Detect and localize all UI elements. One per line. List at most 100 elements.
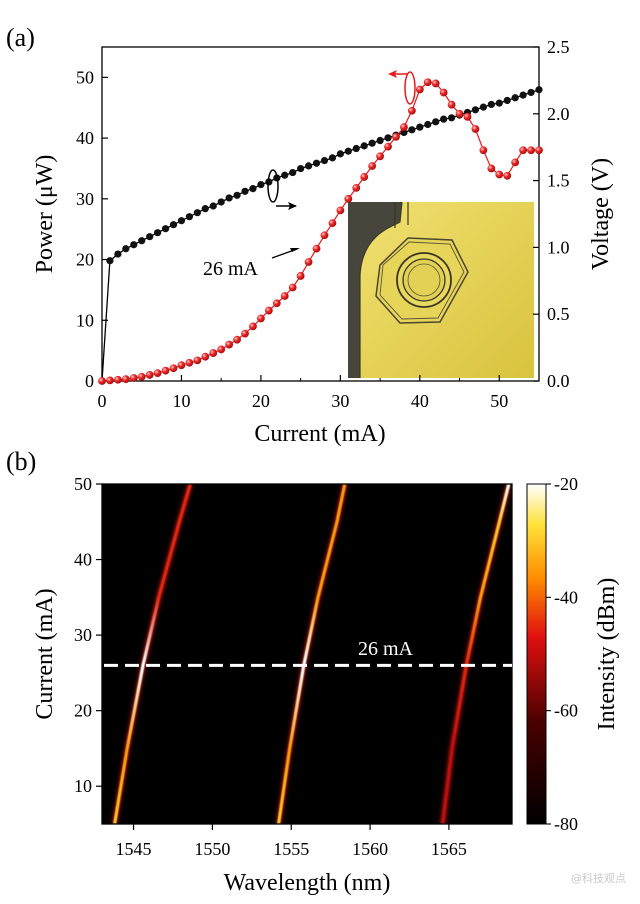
power-point [336, 206, 345, 215]
power-point [98, 377, 106, 385]
power-point [145, 371, 154, 379]
power-point [257, 314, 265, 323]
voltage-point [106, 257, 114, 265]
voltage-point [177, 217, 186, 225]
voltage-point [527, 88, 535, 97]
power-point [431, 79, 440, 88]
panel-a-frame [101, 46, 540, 382]
voltage-point [193, 209, 201, 217]
a-xtick-label: 0 [98, 391, 107, 411]
power-point [121, 375, 130, 384]
voltage-point [289, 168, 297, 177]
voltage-point [336, 150, 344, 158]
colorbar-ticks: -20 -40 -60 -80 [546, 474, 578, 834]
power-point [384, 142, 392, 151]
voltage-point [249, 185, 257, 193]
power-point [209, 349, 218, 357]
a-ytick-left-label: 30 [76, 189, 94, 209]
voltage-point [503, 96, 511, 105]
power-point [527, 146, 535, 155]
power-point [249, 322, 257, 331]
power-point [495, 170, 504, 179]
voltage-point [122, 245, 130, 253]
power-point [423, 78, 432, 87]
panel-b-ticks: 1545 1550 1555 1560 1565 10 20 30 40 50 [74, 474, 467, 859]
b-xtick-label: 1550 [194, 839, 230, 859]
b-xtick-label: 1555 [273, 839, 309, 859]
voltage-point [368, 139, 376, 147]
voltage-point [408, 126, 416, 134]
power-point [344, 194, 353, 203]
b-ytick-label: 30 [74, 625, 92, 645]
b-ytick-label: 10 [74, 776, 92, 796]
voltage-point [519, 91, 527, 99]
power-point [439, 88, 448, 97]
voltage-point [241, 187, 249, 195]
voltage-point [352, 144, 360, 153]
power-point [280, 292, 289, 300]
panel-a-ticks: 0 10 20 30 40 50 0 10 20 30 40 50 0.0 0.5 1.0 1.5 2.0 2.5 [76, 37, 570, 411]
power-point [201, 352, 210, 361]
voltage-series [101, 86, 543, 382]
power-point [320, 231, 329, 240]
a-ytick-right-label: 2.5 [547, 37, 570, 57]
power-point [272, 299, 281, 308]
voltage-point [400, 128, 408, 137]
voltage-point [535, 86, 543, 94]
panel-b-xlabel: Wavelength (nm) [224, 870, 391, 896]
voltage-point [479, 103, 487, 111]
voltage-point [487, 100, 495, 109]
power-point [304, 258, 313, 266]
power-point [137, 372, 146, 381]
power-point [233, 335, 241, 344]
colorbar-tick-label: -80 [554, 814, 578, 834]
power-series [98, 78, 543, 385]
panel-a-ylabel-left: Power (μW) [32, 155, 58, 274]
power-point [296, 272, 305, 280]
inset-micrograph [348, 201, 534, 378]
a-xtick-label: 10 [172, 391, 190, 411]
power-point [169, 364, 178, 373]
colorbar-tick-label: -20 [554, 474, 578, 494]
voltage-point [169, 221, 178, 229]
voltage-point [495, 99, 503, 107]
voltage-point [440, 115, 448, 123]
panel-a-ylabel-right: Voltage (V) [588, 158, 614, 270]
a-ytick-right-label: 1.5 [547, 171, 570, 191]
power-point [463, 112, 472, 121]
annotation-26ma-a: 26 mA [203, 258, 259, 280]
voltage-point [471, 106, 480, 114]
voltage-point [432, 118, 440, 126]
power-point [225, 340, 234, 349]
power-point [217, 345, 226, 354]
a-ytick-left-label: 10 [76, 310, 94, 330]
heatmap-modes [111, 484, 512, 824]
a-xtick-label: 30 [331, 391, 349, 411]
voltage-point [154, 229, 162, 237]
power-point [177, 361, 186, 370]
power-point [241, 329, 249, 338]
voltage-point [297, 164, 305, 173]
axis-indicator-power [388, 70, 416, 105]
a-ytick-left-label: 0 [85, 371, 94, 391]
power-point [471, 125, 480, 133]
watermark: @科技观点 [571, 871, 626, 885]
voltage-point [448, 114, 456, 122]
a-ytick-right-label: 0.5 [547, 304, 570, 324]
voltage-point [130, 241, 138, 249]
voltage-point [233, 191, 241, 199]
power-point [106, 376, 114, 385]
voltage-point [360, 142, 368, 150]
b-ytick-label: 20 [74, 701, 92, 721]
voltage-point [217, 198, 225, 206]
panel-a-xlabel: Current (mA) [254, 421, 385, 447]
power-point [288, 283, 297, 292]
voltage-point [376, 136, 384, 145]
voltage-point [344, 147, 352, 155]
power-point [312, 244, 321, 253]
voltage-point [257, 181, 265, 189]
voltage-point [161, 225, 170, 233]
power-point [392, 132, 400, 141]
power-point [455, 109, 464, 118]
